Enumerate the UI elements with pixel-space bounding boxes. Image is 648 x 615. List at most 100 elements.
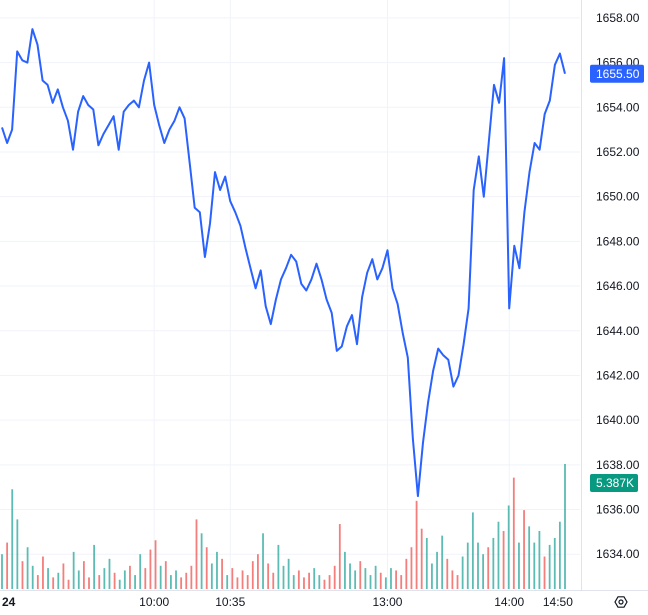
volume-bar [93,544,96,589]
volume-bar [221,558,223,589]
volume-bar [482,554,485,589]
volume-bar [364,568,367,589]
volume-bar [374,565,377,589]
volume-bar [47,568,49,589]
volume-bar [21,561,24,589]
volume-bar [518,542,520,589]
volume-bar [523,510,525,589]
volume-bar [52,577,55,589]
volume-bar [36,575,39,589]
settings-hexagon-icon-center[interactable] [618,599,624,605]
volume-bar [195,519,198,589]
volume-bar [226,575,229,589]
volume-bar [405,558,408,589]
y-tick-label: 1638.00 [596,458,640,472]
volume-bar [216,551,218,589]
x-tick-label: 14:00 [494,595,524,609]
x-tick-label: 10:00 [139,595,169,609]
volume-bar [502,530,505,589]
volume-bar [410,547,413,589]
volume-bar [528,526,531,589]
volume-bar [26,547,29,589]
volume-bar [123,570,126,589]
volume-bar [333,565,336,589]
x-tick-label: 10:35 [215,595,245,609]
time-axis[interactable]: 24 10:00 10:35 13:00 14:00 14:50 [2,595,573,609]
volume-bar [236,577,239,589]
y-tick-label: 1654.00 [596,100,640,114]
volume-bar [487,547,490,589]
volume-bar [205,547,208,589]
volume-bar [210,563,213,589]
volume-bar [11,489,14,589]
y-tick-label: 1646.00 [596,279,640,293]
volume-label: 5.387K [596,476,634,490]
volume-bar [390,568,392,589]
volume-bar [318,575,321,589]
volume-bar [425,537,428,589]
volume-bar [431,563,433,589]
volume-bar [338,524,341,589]
volume-bar [113,572,116,589]
settings-hexagon-icon[interactable] [614,596,628,608]
volume-bar [384,577,387,589]
y-tick-label: 1652.00 [596,145,640,159]
volume-bar [129,565,131,589]
volume-bar [507,505,510,589]
volume-bar [548,544,551,589]
volume-bar [16,519,19,589]
volume-bar [134,575,136,589]
volume-bar [543,556,546,589]
volume-bars [1,464,566,589]
volume-bar [451,570,454,589]
volume-bar [139,554,142,589]
volume-bar [272,572,275,589]
volume-bar [436,551,438,589]
y-tick-label: 1644.00 [596,324,640,338]
volume-bar [456,575,459,589]
volume-bar [200,533,203,589]
volume-bar [369,575,372,589]
volume-bar [159,565,162,589]
volume-bar [154,540,157,589]
volume-bar [395,570,397,589]
volume-bar [118,579,121,589]
volume-bar [82,561,85,589]
volume-bar [164,561,167,589]
volume-bar [190,565,193,589]
volume-bar [231,568,234,589]
volume-bar [185,572,188,589]
y-tick-label: 1648.00 [596,234,640,248]
volume-bar [103,568,106,589]
last-price-badge: 1655.50 [590,64,644,83]
last-price-label: 1655.50 [596,67,640,81]
volume-bar [446,558,449,589]
volume-bar [328,575,331,589]
volume-bar [72,551,75,589]
volume-bar [512,477,515,589]
volume-bar [400,575,403,589]
volume-bar [297,570,300,589]
volume-bar [415,500,418,589]
volume-bar [323,579,326,589]
y-tick-label: 1634.00 [596,547,640,561]
volume-bar [31,565,34,589]
volume-bar [67,579,70,589]
volume-bar [497,521,500,589]
volume-bar [533,542,536,589]
volume-bar [251,561,254,589]
volume-bar [313,568,316,589]
chart-settings-button[interactable] [614,596,628,608]
volume-bar [287,558,290,589]
volume-bar [292,575,295,589]
y-tick-label: 1650.00 [596,190,640,204]
x-tick-label: 13:00 [372,595,402,609]
volume-badge-background [590,474,638,492]
volume-bar [308,572,310,589]
volume-bar [558,521,561,589]
volume-bar [149,549,152,589]
volume-bar [553,537,556,589]
volume-bar [257,554,259,589]
x-tick-label: 14:50 [543,595,573,609]
